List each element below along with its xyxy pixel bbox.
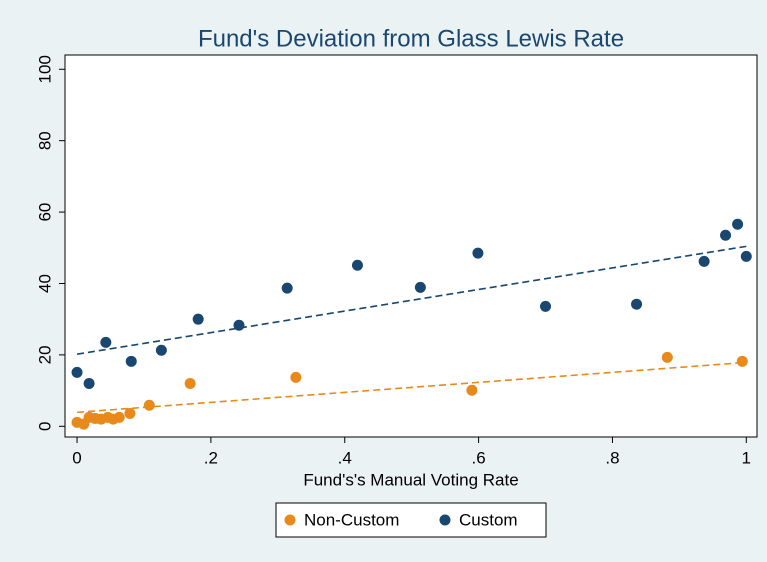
x-tick-label: 0 — [72, 448, 81, 467]
point — [192, 313, 204, 325]
point — [414, 281, 426, 293]
point — [143, 399, 155, 411]
legend-label: Custom — [459, 510, 518, 529]
point — [290, 371, 302, 383]
y-tick-label: 20 — [35, 345, 54, 364]
point — [100, 336, 112, 348]
point — [661, 351, 673, 363]
point — [281, 282, 293, 294]
point — [732, 218, 744, 230]
y-tick-label: 100 — [35, 55, 54, 83]
point — [472, 247, 484, 259]
point — [720, 229, 732, 241]
point — [113, 411, 125, 423]
x-tick-label: .2 — [204, 448, 218, 467]
legend-marker — [284, 514, 296, 526]
point — [698, 255, 710, 267]
y-tick-label: 60 — [35, 203, 54, 222]
point — [736, 355, 748, 367]
point — [631, 298, 643, 310]
y-tick-label: 40 — [35, 274, 54, 293]
x-tick-label: .8 — [605, 448, 619, 467]
legend-label: Non-Custom — [304, 510, 399, 529]
legend-marker — [439, 514, 451, 526]
point — [466, 384, 478, 396]
x-axis-title: Fund's's Manual Voting Rate — [303, 470, 518, 489]
point — [83, 377, 95, 389]
point — [740, 250, 752, 262]
x-tick-label: .4 — [338, 448, 352, 467]
x-tick-label: .6 — [472, 448, 486, 467]
fit-line — [76, 245, 747, 355]
plot-area — [64, 54, 758, 438]
y-tick-label: 80 — [35, 131, 54, 150]
point — [184, 377, 196, 389]
point — [233, 319, 245, 331]
point — [124, 407, 136, 419]
point — [125, 355, 137, 367]
point — [351, 259, 363, 271]
y-tick-label: 0 — [35, 422, 54, 431]
fit-line — [76, 361, 747, 414]
chart-title: Fund's Deviation from Glass Lewis Rate — [198, 25, 624, 52]
point — [540, 300, 552, 312]
point — [155, 344, 167, 356]
legend-box — [275, 502, 547, 538]
x-tick-label: 1 — [742, 448, 751, 467]
point — [71, 366, 83, 378]
